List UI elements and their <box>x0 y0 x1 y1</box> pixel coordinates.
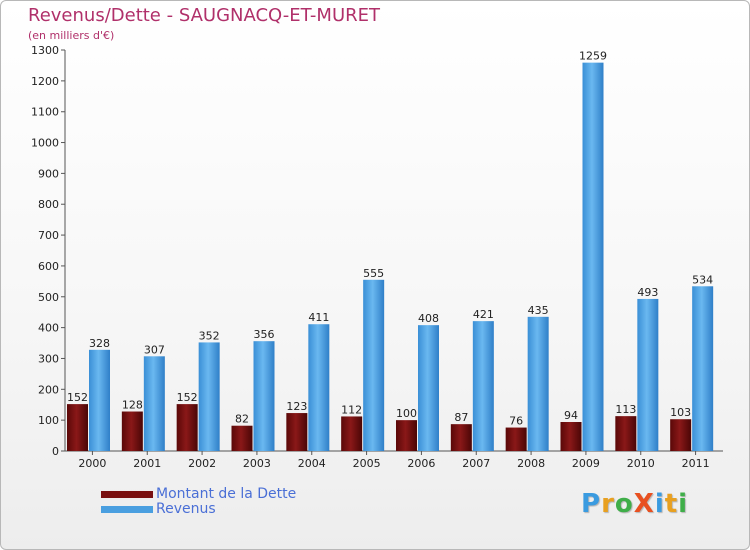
y-tick-label: 100 <box>38 414 59 427</box>
x-tick-label: 2010 <box>627 457 655 470</box>
bar-revenue <box>418 325 439 451</box>
proxiti-logo: ProXiti <box>581 489 688 519</box>
bar-revenue <box>198 342 220 451</box>
bar-revenue <box>637 298 659 451</box>
y-tick-label: 1000 <box>31 137 59 150</box>
data-label-debt: 76 <box>509 415 523 428</box>
y-tick-label: 1300 <box>31 44 59 57</box>
data-label-debt: 128 <box>122 399 143 412</box>
bar-debt <box>176 404 198 451</box>
data-label-revenue: 1259 <box>579 50 607 63</box>
legend-swatch-debt <box>101 491 153 498</box>
x-tick-label: 2011 <box>682 457 710 470</box>
bar-debt <box>615 416 637 451</box>
bar-revenue <box>253 341 275 451</box>
data-label-revenue: 356 <box>254 328 275 341</box>
x-tick-label: 2004 <box>298 457 326 470</box>
y-tick-label: 200 <box>38 383 59 396</box>
x-tick-label: 2007 <box>462 457 490 470</box>
data-label-revenue: 555 <box>363 267 384 280</box>
logo-letter: X <box>633 489 655 519</box>
data-label-debt: 113 <box>615 403 636 416</box>
y-tick-label: 0 <box>52 445 59 458</box>
logo-letter: o <box>614 489 634 519</box>
logo-letter: i <box>654 489 665 519</box>
data-label-revenue: 411 <box>308 311 329 324</box>
bar-debt <box>341 416 363 451</box>
y-tick-label: 700 <box>38 229 59 242</box>
y-tick-label: 1200 <box>31 75 59 88</box>
data-label-revenue: 493 <box>637 286 658 299</box>
logo-letter: r <box>601 489 615 519</box>
bar-debt <box>450 424 472 451</box>
legend-label-revenue: Revenus <box>156 501 216 517</box>
logo-letter: P <box>581 489 602 519</box>
bar-revenue <box>692 286 714 451</box>
chart-subtitle: (en milliers d'€) <box>28 29 115 42</box>
x-tick-label: 2005 <box>353 457 381 470</box>
bar-debt <box>121 411 143 451</box>
bar-revenue <box>363 279 385 451</box>
y-tick-label: 800 <box>38 198 59 211</box>
logo-letter: i <box>678 489 689 519</box>
y-tick-label: 300 <box>38 352 59 365</box>
bar-revenue <box>472 321 494 451</box>
data-label-debt: 152 <box>67 391 88 404</box>
data-label-debt: 152 <box>177 391 198 404</box>
data-label-debt: 103 <box>670 406 691 419</box>
data-label-revenue: 328 <box>89 337 110 350</box>
x-tick-label: 2008 <box>517 457 545 470</box>
y-tick-label: 1100 <box>31 106 59 119</box>
x-tick-label: 2002 <box>188 457 216 470</box>
bar-revenue <box>308 324 330 451</box>
x-tick-label: 2001 <box>133 457 161 470</box>
data-label-debt: 94 <box>564 409 578 422</box>
chart-title: Revenus/Dette - SAUGNACQ-ET-MURET <box>28 5 381 26</box>
data-label-revenue: 421 <box>473 308 494 321</box>
legend-label-debt: Montant de la Dette <box>156 486 297 502</box>
x-tick-label: 2009 <box>572 457 600 470</box>
y-tick-label: 600 <box>38 260 59 273</box>
bar-debt <box>560 422 582 451</box>
legend-swatch-revenue <box>101 506 153 513</box>
data-label-debt: 82 <box>235 413 249 426</box>
x-tick-label: 2006 <box>407 457 435 470</box>
x-tick-label: 2000 <box>78 457 106 470</box>
bar-revenue <box>143 356 165 451</box>
bar-debt <box>670 419 692 451</box>
bar-revenue <box>527 316 549 451</box>
data-label-revenue: 435 <box>528 304 549 317</box>
bar-debt <box>231 425 253 451</box>
logo-letter: t <box>664 489 679 519</box>
data-label-revenue: 307 <box>144 343 165 356</box>
data-label-revenue: 408 <box>418 312 439 325</box>
y-tick-label: 900 <box>38 167 59 180</box>
data-label-debt: 123 <box>286 400 307 413</box>
data-label-debt: 100 <box>396 407 417 420</box>
bar-debt <box>505 427 527 451</box>
data-label-revenue: 534 <box>692 273 713 286</box>
y-tick-label: 500 <box>38 291 59 304</box>
data-label-debt: 112 <box>341 403 362 416</box>
bar-revenue <box>89 349 110 451</box>
bar-debt <box>286 413 308 451</box>
data-label-revenue: 352 <box>199 329 220 342</box>
y-tick-label: 400 <box>38 322 59 335</box>
bar-revenue <box>582 62 604 452</box>
x-tick-label: 2003 <box>243 457 271 470</box>
data-label-debt: 87 <box>454 411 468 424</box>
bar-debt <box>67 404 88 451</box>
bar-debt <box>396 420 417 451</box>
